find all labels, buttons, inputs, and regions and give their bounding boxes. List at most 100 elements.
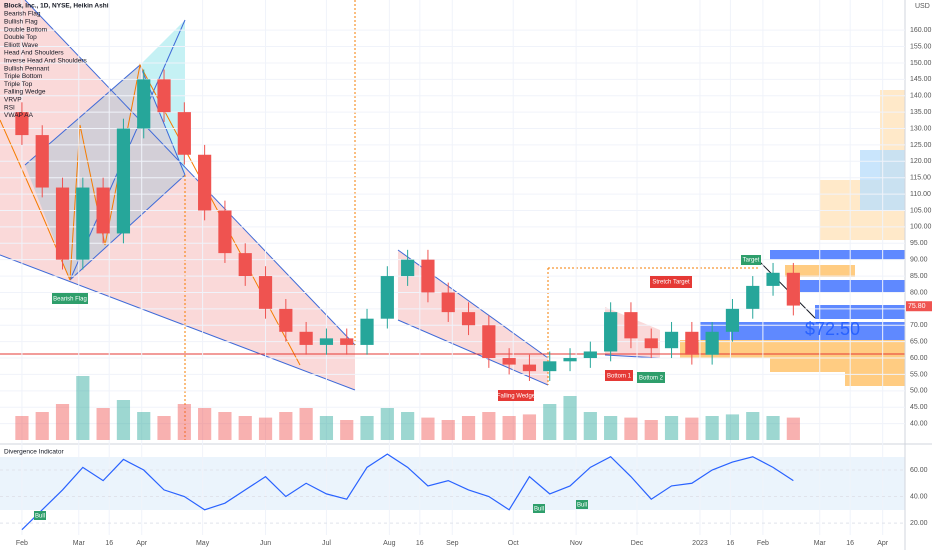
vrvp-bar [800,280,905,292]
y-tick-label: 95.00 [910,240,928,247]
annotation: Bull [35,514,45,520]
volume-bar [461,416,476,440]
candle-body [177,112,191,155]
candle-body [238,253,252,277]
legend-item: Triple Top [4,81,33,88]
annotation: Stretch Target [652,280,690,286]
legend-item: Head And Shoulders [4,50,64,57]
y-tick-label: 40.00 [910,420,928,427]
volume-bar [238,416,252,440]
y-tick-label: 65.00 [910,338,928,345]
label-box [741,255,761,265]
annotation: Bull [534,507,544,513]
legend-item: RSI [4,104,15,111]
annotations: Block, Inc., 1D, NYSE, Heikin Ashi USD B… [4,3,932,547]
y-tick-label: 115.00 [910,175,931,182]
x-tick-label: Sep [446,540,459,547]
legend-item: VRVP [4,97,22,104]
y-tick-label: 90.00 [910,257,928,264]
y-tick-label: 130.00 [910,125,932,132]
candle-body [218,210,232,254]
volume-bar [35,412,49,440]
candle-body [705,331,719,355]
x-tick-label: Aug [383,540,396,547]
volume-bar [258,417,273,440]
y-tick-label: 85.00 [910,273,928,280]
y-tick-label: 50.00 [910,388,928,395]
trendline [24,0,356,346]
trendline [0,254,356,391]
x-tick-label: Feb [16,540,28,547]
annotation: Bottom 1 [607,374,632,380]
x-tick-label: 16 [105,540,113,547]
vrvp-bar [815,305,905,319]
x-tick-label: Feb [757,540,769,547]
volume-bar [218,412,232,440]
candle-body [279,308,293,332]
volume-bar [340,420,354,440]
volume-bar [664,416,679,440]
volume-bar [583,412,597,440]
volume-bar [279,412,293,440]
volume-bar [563,396,577,440]
y-tick-label: 155.00 [910,43,932,50]
candle-body [644,338,658,349]
candle-body [421,259,435,293]
volume-bar [685,417,699,440]
y-tick-label: 125.00 [910,142,932,149]
x-tick-label: 16 [727,540,735,547]
last-price-box [906,301,932,312]
chart-title: Block, Inc., 1D, NYSE, Heikin Ashi [4,3,109,10]
volume-bar [198,408,212,440]
candle-body [725,308,740,332]
candle-body [116,128,131,234]
x-tick-label: May [196,540,210,547]
volume-bar [705,416,719,440]
legend-item: Double Bottom [4,26,47,33]
candle-body [766,272,780,286]
candle-body [299,331,313,345]
label-box [637,372,665,383]
annotation: Bearish Flag [53,297,87,303]
y-tick-label: 120.00 [910,158,932,165]
candle-body [583,351,597,359]
candle-body [664,331,679,349]
indicator-line [21,453,794,531]
candle-body [340,338,354,345]
candle-body [522,364,537,372]
candle-body [55,187,70,260]
x-tick-label: 2023 [692,540,708,547]
candle-body [15,112,29,136]
label-box [34,511,46,520]
y-tick-label: 140.00 [910,93,932,100]
indicator-tick-label: 20.00 [910,520,928,527]
volume-bar [401,412,415,440]
volume-bar [441,420,455,440]
y-tick-label: 145.00 [910,76,932,83]
last-price-label: 75.80 [908,303,926,310]
legend-item: Falling Wedge [4,89,46,96]
y-tick-label: 110.00 [910,191,931,198]
annotation: $72.50 [805,319,860,339]
indicator-tick-label: 60.00 [910,467,928,474]
candle-body [380,276,394,319]
volume-bar [76,376,90,440]
legend-item: Bullish Flag [4,19,38,26]
volume-bar [15,416,29,440]
candle-body [401,259,415,277]
volume-bar [157,416,171,440]
y-tick-label: 45.00 [910,404,928,411]
volume-bar [360,416,374,440]
x-tick-label: Mar [814,540,827,547]
annotation: Bull [577,503,587,509]
candle-body [76,187,90,260]
annotation: Bottom 2 [639,376,664,382]
candle-body [137,79,151,129]
candle-body [441,292,455,313]
volume-bar [96,408,110,440]
candle-body [543,361,557,372]
y-tick-label: 105.00 [910,207,932,214]
marks [15,69,800,531]
vrvp-bar [700,322,905,340]
label-box [533,504,545,513]
